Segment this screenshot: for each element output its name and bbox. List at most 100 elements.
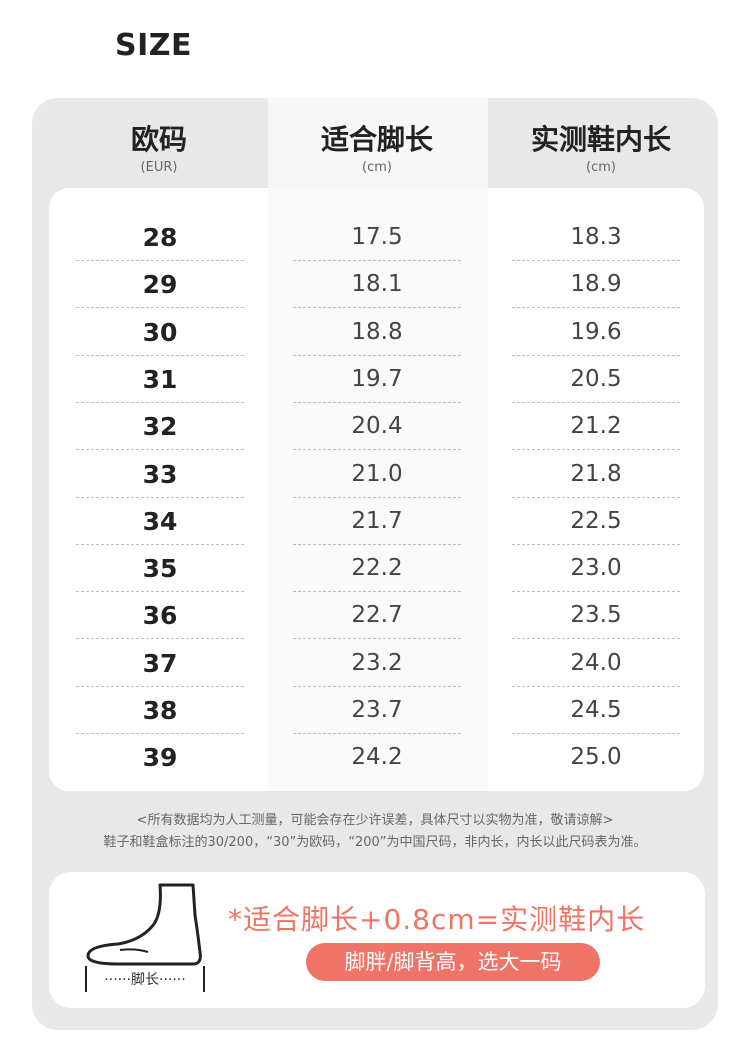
header-foot-length: 适合脚长 (cm) (293, 122, 461, 176)
foot-outline-icon (85, 883, 205, 992)
row-divider (512, 401, 680, 403)
row-divider (293, 638, 461, 640)
eur-cell: 34 (142, 506, 178, 536)
row-divider (76, 401, 244, 403)
foot-length-cell: 22.7 (351, 602, 403, 629)
eur-cell: 37 (142, 648, 178, 678)
eur-cell: 28 (142, 223, 178, 252)
fit-tip-card (49, 872, 705, 1008)
table-row: 29 18.1 18.9 (49, 261, 704, 309)
table-row: 31 19.7 20.5 (49, 356, 704, 403)
header-foot-length-label: 适合脚长 (320, 123, 433, 156)
shoe-length-cell: 23.0 (570, 555, 622, 582)
table-row: 34 21.7 22.5 (49, 498, 704, 545)
foot-length-cell: 21.0 (351, 460, 403, 487)
shoe-length-cell: 18.9 (570, 271, 622, 298)
size-table: 28 17.5 18.3 29 18.1 18.9 30 18.8 19.6 31 19.7 20.5… (49, 188, 704, 791)
table-row: 39 24.2 25.0 (49, 734, 704, 781)
eur-cell: 31 (142, 364, 178, 394)
row-divider (76, 307, 244, 309)
shoe-length-cell: 21.2 (570, 413, 622, 440)
header-eur-unit: (EUR) (140, 160, 178, 175)
row-divider (76, 543, 244, 545)
eur-cell: 35 (142, 554, 178, 584)
table-row: 36 22.7 23.5 (49, 592, 704, 640)
row-divider (293, 449, 461, 451)
header-eur: 欧码 (EUR) (75, 122, 243, 176)
foot-length-cell: 20.4 (351, 413, 403, 440)
row-divider (512, 354, 680, 356)
row-divider (76, 260, 244, 261)
row-divider (512, 685, 680, 687)
row-divider (76, 591, 244, 593)
row-divider (293, 401, 461, 403)
row-divider (76, 354, 244, 356)
eur-cell: 38 (142, 696, 178, 725)
table-row: 32 20.4 21.2 (49, 403, 704, 451)
row-divider (293, 307, 461, 309)
row-divider (76, 496, 244, 498)
row-divider (293, 496, 461, 498)
shoe-length-cell: 21.8 (570, 460, 622, 487)
row-divider (293, 354, 461, 356)
row-divider (512, 638, 680, 640)
foot-length-cell: 23.7 (351, 697, 403, 723)
size-up-tip: 脚胖/脚背高，选大一码 (306, 943, 600, 981)
eur-cell: 33 (142, 459, 178, 489)
shoe-length-cell: 18.3 (570, 224, 622, 250)
foot-length-cell: 21.7 (351, 507, 403, 534)
row-divider (293, 591, 461, 593)
row-divider (293, 543, 461, 545)
row-divider (293, 685, 461, 687)
table-row: 28 17.5 18.3 (49, 214, 704, 261)
eur-cell: 36 (142, 601, 178, 631)
foot-length-cell: 22.2 (351, 555, 403, 582)
row-divider (512, 449, 680, 451)
eur-cell: 30 (142, 317, 178, 347)
foot-length-cell: 23.2 (351, 649, 403, 676)
header-shoe-length-unit: (cm) (586, 160, 616, 175)
row-divider (512, 543, 680, 545)
foot-length-column-bg (268, 188, 488, 791)
header-shoe-length-label: 实测鞋内长 (530, 123, 671, 156)
row-divider (512, 591, 680, 593)
table-row: 37 23.2 24.0 (49, 640, 704, 687)
row-divider (293, 260, 461, 261)
header-eur-label: 欧码 (130, 123, 187, 156)
size-label-note: 鞋子和鞋盒标注的30/200，“30”为欧码，“200”为中国尺码，非内长，内长… (103, 835, 647, 850)
row-divider (512, 260, 680, 261)
eur-cell: 39 (142, 743, 178, 773)
measurement-note: <所有数据均为人工测量，可能会存在少许误差，具体尺寸以实物为准，敬请谅解> (136, 813, 614, 828)
row-divider (76, 733, 244, 734)
row-divider (76, 638, 244, 640)
shoe-length-cell: 24.0 (570, 649, 622, 676)
row-divider (512, 733, 680, 734)
header-foot-length-unit: (cm) (362, 160, 392, 175)
eur-cell: 29 (142, 270, 178, 300)
table-row: 33 21.0 21.8 (49, 451, 704, 498)
shoe-length-cell: 19.6 (570, 318, 622, 345)
eur-cell: 32 (142, 412, 178, 442)
row-divider (512, 307, 680, 309)
foot-length-cell: 17.5 (351, 224, 403, 250)
foot-length-caption: ······脚长······ (104, 972, 186, 988)
row-divider (512, 496, 680, 498)
header-shoe-length: 实测鞋内长 (cm) (512, 122, 690, 176)
table-row: 30 18.8 19.6 (49, 309, 704, 356)
row-divider (76, 685, 244, 687)
row-divider (76, 449, 244, 451)
page-title: SIZE (115, 28, 193, 63)
fit-formula: *适合脚长+0.8cm=实测鞋内长 (228, 903, 646, 936)
table-row: 38 23.7 24.5 (49, 687, 704, 734)
shoe-length-cell: 25.0 (570, 744, 622, 771)
foot-length-cell: 24.2 (351, 744, 403, 771)
table-row: 35 22.2 23.0 (49, 545, 704, 593)
shoe-length-cell: 24.5 (570, 697, 622, 723)
row-divider (293, 733, 461, 734)
shoe-length-cell: 23.5 (570, 602, 622, 629)
foot-length-cell: 18.8 (351, 318, 403, 345)
shoe-length-cell: 22.5 (570, 507, 622, 534)
shoe-length-cell: 20.5 (570, 365, 622, 392)
foot-length-cell: 19.7 (351, 365, 403, 392)
foot-length-cell: 18.1 (351, 271, 403, 298)
